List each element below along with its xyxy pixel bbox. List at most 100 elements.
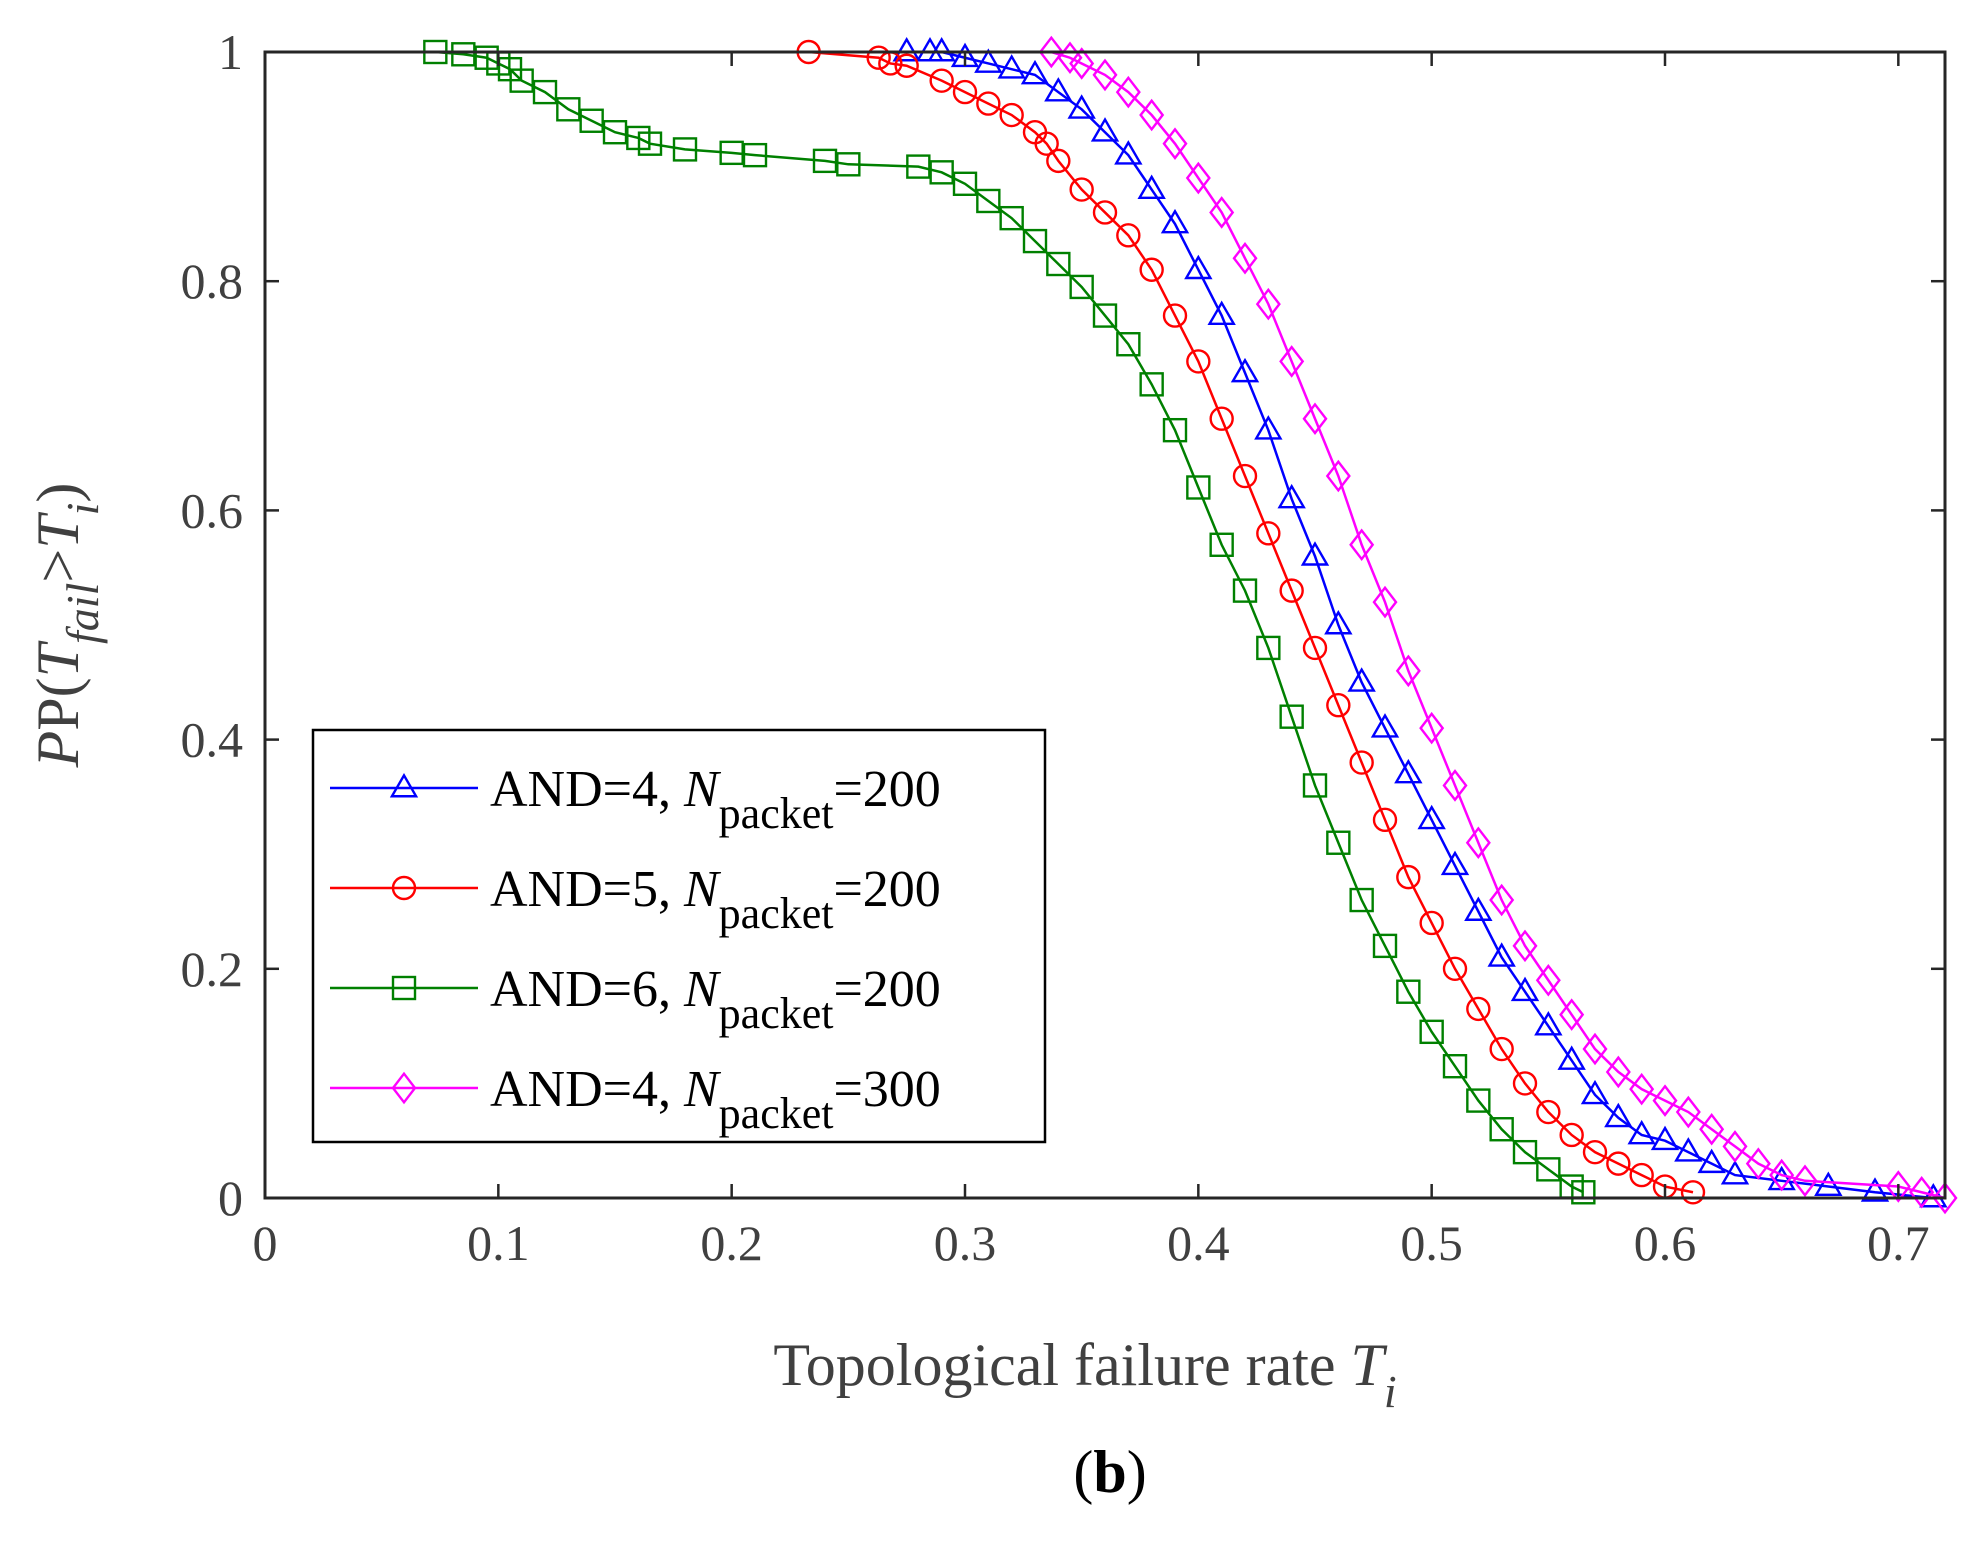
data-point xyxy=(1535,963,1561,997)
data-point xyxy=(976,188,1001,214)
data-point xyxy=(1534,1011,1563,1036)
x-tick-label: 0.7 xyxy=(1867,1215,1930,1271)
data-point xyxy=(1629,1072,1655,1106)
x-tick-label: 0.5 xyxy=(1400,1215,1463,1271)
data-point xyxy=(1162,417,1188,443)
legend-item: AND=5, Npacket=200 xyxy=(330,861,941,938)
data-point xyxy=(1512,1071,1538,1096)
data-point xyxy=(1300,541,1330,566)
legend-item: AND=4, Npacket=200 xyxy=(330,761,941,838)
data-point xyxy=(1209,196,1235,229)
legend-entries: AND=4, Npacket=200 AND=5, Npacket=200 AND=… xyxy=(330,761,941,1138)
data-point xyxy=(1139,98,1165,132)
data-point xyxy=(1324,609,1353,635)
y-tick-label: 1 xyxy=(218,24,243,80)
data-point xyxy=(892,36,921,62)
data-point xyxy=(1038,35,1064,69)
data-point xyxy=(1069,177,1094,202)
legend-box xyxy=(311,728,1047,1144)
x-tick-label: 0.3 xyxy=(934,1215,997,1271)
data-point xyxy=(974,48,1003,73)
data-point xyxy=(1536,1099,1561,1125)
data-point xyxy=(1092,58,1118,92)
data-point xyxy=(1090,117,1120,142)
data-point xyxy=(1419,711,1445,745)
data-point xyxy=(1885,1170,1911,1203)
data-point xyxy=(1115,75,1141,109)
data-point xyxy=(1582,1032,1608,1066)
data-point xyxy=(1139,372,1164,397)
data-point xyxy=(1396,864,1421,890)
data-point xyxy=(1116,223,1141,248)
data-point xyxy=(1279,345,1305,378)
data-point xyxy=(1814,1171,1843,1196)
data-point xyxy=(1302,402,1328,435)
data-point xyxy=(1512,929,1538,963)
data-point xyxy=(836,152,861,177)
data-point xyxy=(1442,769,1468,802)
data-point xyxy=(1372,933,1398,959)
data-point xyxy=(906,154,931,179)
legend-marker xyxy=(391,975,417,1001)
data-point xyxy=(1069,47,1095,80)
legend-label: AND=6, Npacket=200 xyxy=(490,961,941,1038)
data-point xyxy=(1302,635,1328,661)
data-point xyxy=(1674,1137,1703,1162)
legend-label: AND=5, Npacket=200 xyxy=(490,861,941,938)
data-point xyxy=(1046,148,1071,174)
y-tick-label: 0.2 xyxy=(181,941,244,997)
data-point xyxy=(1020,59,1050,85)
data-point xyxy=(1680,1180,1706,1205)
data-point xyxy=(1256,521,1281,546)
data-point xyxy=(1209,406,1234,431)
data-point xyxy=(1254,415,1283,440)
data-point xyxy=(509,68,534,93)
data-point xyxy=(1256,635,1281,661)
series-line xyxy=(1050,50,1946,1200)
data-point xyxy=(1557,1045,1586,1070)
data-point xyxy=(1512,1139,1538,1165)
series-line xyxy=(435,50,1584,1194)
data-point xyxy=(1396,979,1421,1004)
data-point xyxy=(1860,1177,1890,1202)
data-point xyxy=(1627,1119,1656,1145)
y-tick-label: 0 xyxy=(218,1170,243,1226)
data-point xyxy=(1650,1125,1680,1151)
data-point xyxy=(1675,1095,1701,1129)
data-point xyxy=(1349,528,1375,562)
data-point xyxy=(952,171,978,196)
data-point xyxy=(866,45,891,70)
legend-label: AND=4, Npacket=300 xyxy=(490,1061,941,1138)
data-point xyxy=(1487,942,1516,967)
series-2 xyxy=(796,39,1706,1205)
data-point xyxy=(1232,242,1258,275)
data-point xyxy=(1419,1019,1444,1045)
data-point xyxy=(1769,1158,1795,1192)
data-point xyxy=(672,137,698,162)
data-point xyxy=(1325,459,1351,493)
data-point xyxy=(1697,1148,1726,1174)
data-point xyxy=(1326,693,1351,718)
data-point xyxy=(1232,463,1258,489)
data-point xyxy=(1139,257,1164,282)
data-point xyxy=(1722,1130,1748,1163)
data-point xyxy=(1394,758,1423,784)
series-4 xyxy=(1038,35,1958,1215)
data-point xyxy=(1699,1112,1725,1146)
data-point xyxy=(1326,830,1351,855)
data-point xyxy=(1582,1139,1608,1165)
data-point xyxy=(997,54,1026,79)
data-point xyxy=(976,91,1001,116)
data-point xyxy=(1162,303,1188,328)
data-point xyxy=(1160,208,1190,234)
data-point xyxy=(1044,77,1073,102)
legend-item: AND=6, Npacket=200 xyxy=(330,961,941,1038)
data-point xyxy=(451,42,476,67)
data-point xyxy=(894,53,919,78)
data-point xyxy=(1092,303,1118,328)
series-layer xyxy=(423,35,1958,1215)
data-point xyxy=(1489,1117,1514,1142)
data-point xyxy=(637,131,663,156)
data-point xyxy=(1279,704,1304,729)
